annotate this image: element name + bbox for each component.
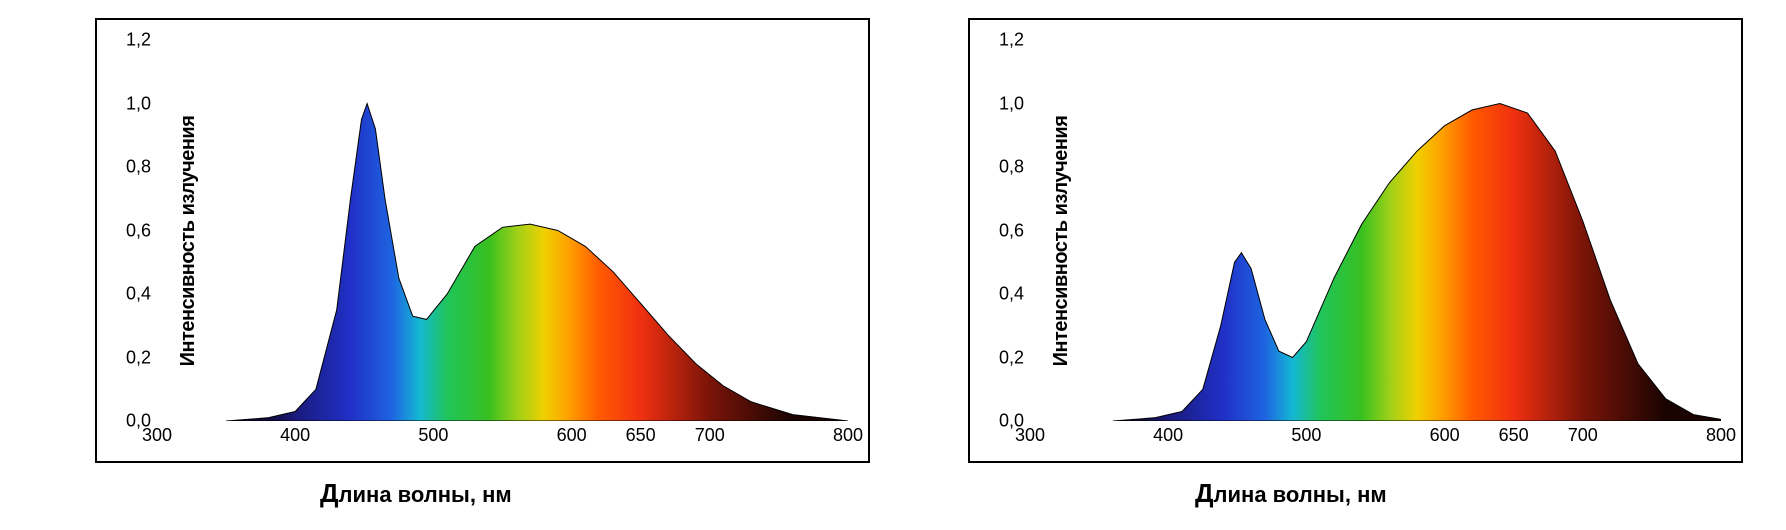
x-tick: 400 <box>280 425 310 446</box>
y-tick: 1,2 <box>126 30 151 51</box>
plot-area-right: 0,00,20,40,60,81,01,23004005006006507008… <box>1030 40 1721 421</box>
x-axis-label-left: Длина волны, нм <box>320 478 512 509</box>
y-tick: 1,0 <box>126 93 151 114</box>
spectrum-area <box>1030 40 1721 421</box>
y-tick: 0,8 <box>126 157 151 178</box>
x-tick: 700 <box>695 425 725 446</box>
y-tick: 0,6 <box>126 220 151 241</box>
spectrum-area <box>157 40 848 421</box>
x-tick: 300 <box>142 425 172 446</box>
plot-area-left: 0,00,20,40,60,81,01,23004005006006507008… <box>157 40 848 421</box>
x-tick: 800 <box>833 425 863 446</box>
chart-panel-right: Интенсивность излучения 0,00,20,40,60,81… <box>968 18 1743 463</box>
y-tick: 0,2 <box>126 347 151 368</box>
chart-panel-left: Интенсивность излучения 0,00,20,40,60,81… <box>95 18 870 463</box>
y-tick: 0,6 <box>999 220 1024 241</box>
y-tick: 0,4 <box>126 284 151 305</box>
y-tick: 0,4 <box>999 284 1024 305</box>
x-tick: 600 <box>1430 425 1460 446</box>
x-tick: 500 <box>418 425 448 446</box>
x-tick: 400 <box>1153 425 1183 446</box>
y-tick: 0,2 <box>999 347 1024 368</box>
x-tick: 650 <box>1499 425 1529 446</box>
y-tick: 0,8 <box>999 157 1024 178</box>
y-tick: 1,0 <box>999 93 1024 114</box>
x-tick: 800 <box>1706 425 1736 446</box>
x-tick: 650 <box>626 425 656 446</box>
x-tick: 700 <box>1568 425 1598 446</box>
x-tick: 600 <box>557 425 587 446</box>
figure-canvas: Интенсивность излучения 0,00,20,40,60,81… <box>0 0 1786 530</box>
x-axis-label-right: Длина волны, нм <box>1195 478 1387 509</box>
y-tick: 1,2 <box>999 30 1024 51</box>
x-tick: 300 <box>1015 425 1045 446</box>
x-tick: 500 <box>1291 425 1321 446</box>
